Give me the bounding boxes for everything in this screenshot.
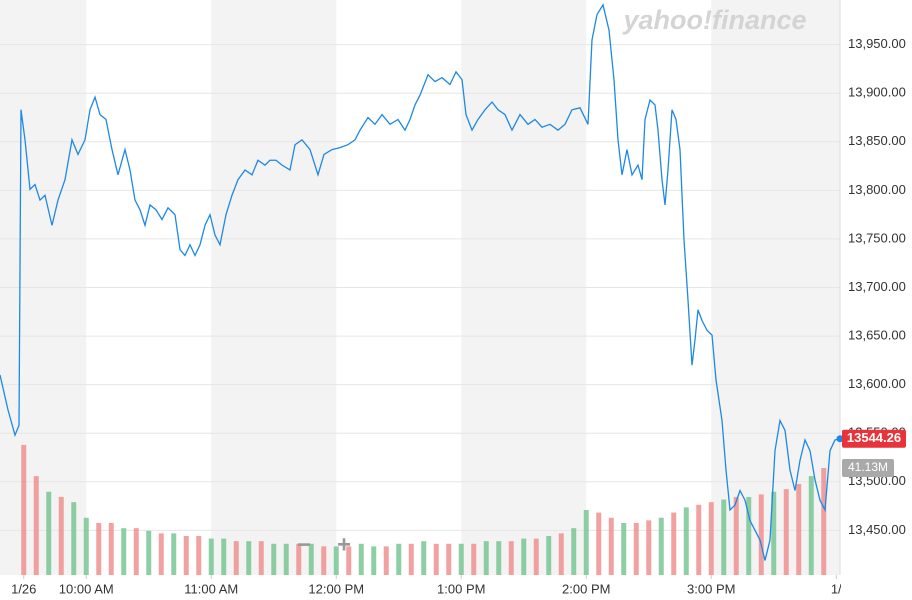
- volume-bar: [633, 522, 639, 575]
- volume-bar: [121, 528, 127, 575]
- volume-bar: [83, 517, 89, 575]
- volume-bar: [796, 483, 802, 575]
- volume-bar: [771, 491, 777, 575]
- volume-bar: [683, 507, 689, 575]
- volume-bar: [733, 496, 739, 575]
- volume-bar: [596, 512, 602, 575]
- volume-box: [842, 458, 894, 477]
- volume-bar: [708, 502, 714, 575]
- volume-bar: [296, 543, 302, 575]
- y-tick-label: 13,800.00: [848, 182, 906, 197]
- volume-bar: [58, 496, 64, 575]
- volume-bar: [458, 543, 464, 575]
- volume-bar: [783, 489, 789, 575]
- volume-bar: [321, 546, 327, 575]
- volume-bar: [346, 546, 352, 575]
- volume-bar: [258, 541, 264, 575]
- x-tick-label: 1:00 PM: [437, 581, 485, 596]
- volume-bar: [721, 499, 727, 575]
- volume-bar: [658, 517, 664, 575]
- volume-bar: [358, 543, 364, 575]
- price-line: [0, 3, 841, 561]
- volume-bar: [421, 541, 427, 575]
- watermark: yahoo!finance: [621, 5, 806, 35]
- volume-bar: [571, 528, 577, 575]
- volume-bar: [208, 538, 214, 575]
- volume-bar: [371, 546, 377, 575]
- volume-bar: [758, 494, 764, 575]
- y-tick-label: 13,900.00: [848, 85, 906, 100]
- volume-bar: [671, 512, 677, 575]
- x-tick-label: 11:00 AM: [184, 581, 238, 596]
- volume-bar: [146, 530, 152, 575]
- volume-bar: [246, 541, 252, 575]
- volume-bar: [196, 535, 202, 575]
- volume-bar: [508, 541, 514, 575]
- volume-bar: [171, 533, 177, 575]
- volume-bar: [808, 476, 814, 575]
- volume-bar: [446, 543, 452, 575]
- last-price-dot: [836, 435, 844, 443]
- volume-bar: [696, 504, 702, 575]
- x-tick-label: 2:00 PM: [562, 581, 610, 596]
- y-tick-label: 13,950.00: [848, 36, 906, 51]
- volume-bar: [546, 535, 552, 575]
- volume-bar: [308, 543, 314, 575]
- volume-bar: [496, 541, 502, 575]
- volume-bar: [71, 502, 77, 575]
- volume-bar: [483, 541, 489, 575]
- volume-label: 41.13M: [848, 460, 888, 474]
- volume-bar: [108, 522, 114, 575]
- volume-bar: [408, 543, 414, 575]
- x-tick-label: 10:00 AM: [59, 581, 114, 596]
- volume-bar: [558, 533, 564, 575]
- volume-bar: [746, 496, 752, 575]
- volume-bar: [433, 543, 439, 575]
- volume-bar: [471, 543, 477, 575]
- volume-bar: [133, 528, 139, 575]
- volume-bar: [183, 535, 189, 575]
- y-tick-label: 13,750.00: [848, 230, 906, 245]
- volume-bar: [158, 533, 164, 575]
- volume-bar: [96, 522, 102, 575]
- volume-bar: [333, 546, 339, 575]
- x-tick-label: 1/: [831, 581, 842, 596]
- volume-bar: [396, 543, 402, 575]
- volume-bar: [621, 522, 627, 575]
- x-tick-label: 3:00 PM: [687, 581, 735, 596]
- volume-bar: [271, 543, 277, 575]
- volume-bar: [21, 444, 27, 575]
- volume-bar: [233, 541, 239, 575]
- volume-bar: [521, 538, 527, 575]
- last-price-box: [842, 429, 906, 448]
- volume-bar: [33, 476, 39, 575]
- volume-bar: [646, 520, 652, 575]
- last-price-label: 13544.26: [847, 430, 901, 445]
- y-tick-label: 13,450.00: [848, 522, 906, 537]
- volume-bar: [283, 543, 289, 575]
- y-tick-label: 13,700.00: [848, 279, 906, 294]
- x-tick-label: 12:00 PM: [308, 581, 364, 596]
- zoom-in-button[interactable]: +: [337, 531, 351, 558]
- volume-bar: [533, 538, 539, 575]
- y-tick-label: 13,850.00: [848, 133, 906, 148]
- volume-bar: [608, 517, 614, 575]
- y-tick-label: 13,650.00: [848, 328, 906, 343]
- zoom-out-button[interactable]: −: [297, 531, 311, 558]
- volume-bar: [221, 538, 227, 575]
- volume-bar: [583, 509, 589, 575]
- volume-bar: [46, 491, 52, 575]
- y-tick-label: 13,600.00: [848, 376, 906, 391]
- volume-bar: [821, 467, 827, 575]
- x-tick-label: 1/26: [11, 581, 36, 596]
- volume-bar: [383, 546, 389, 575]
